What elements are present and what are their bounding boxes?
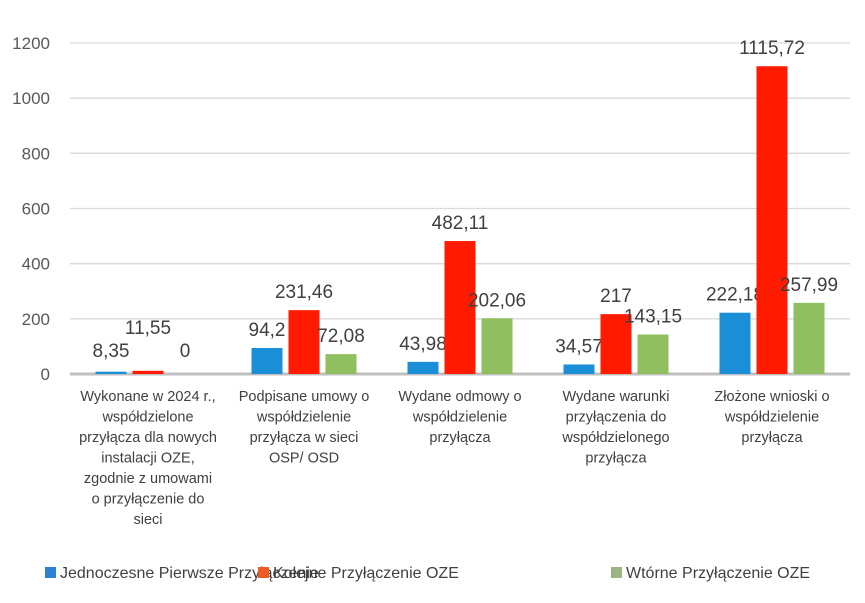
legend-label: Kolejne Przyłączenie OZE — [273, 565, 459, 582]
bar — [481, 318, 513, 374]
category-label: współdzielone — [101, 410, 193, 426]
y-tick-label: 0 — [41, 365, 50, 384]
data-label: 217 — [600, 286, 632, 307]
category-label: przyłącza — [585, 451, 647, 467]
data-label: 1115,72 — [739, 38, 805, 59]
bar — [637, 334, 669, 374]
category-label: Złożone wnioski o — [714, 389, 829, 405]
data-label: 143,15 — [624, 307, 682, 328]
y-tick-label: 1000 — [12, 89, 50, 108]
legend-label: Wtórne Przyłączenie OZE — [626, 565, 810, 582]
data-label: 231,46 — [275, 282, 333, 303]
bar — [756, 66, 788, 375]
bar — [444, 241, 476, 374]
y-tick-label: 200 — [22, 310, 50, 329]
data-label: 8,35 — [93, 341, 130, 362]
bar — [325, 354, 357, 374]
legend-swatch — [45, 567, 56, 578]
category-label: sieci — [133, 512, 162, 528]
category-label: Wydane odmowy o — [398, 389, 521, 405]
category-label: przyłącza dla nowych — [79, 430, 217, 446]
category-label: przyłączenia do — [566, 410, 667, 426]
data-label: 11,55 — [125, 318, 171, 339]
bar — [793, 302, 825, 374]
category-label: współdzielenie — [412, 410, 507, 426]
data-label: 34,57 — [555, 336, 603, 357]
category-label: przyłącza — [429, 430, 491, 446]
category-label: Podpisane umowy o — [239, 389, 370, 405]
y-tick-label: 600 — [22, 200, 50, 219]
category-label: współdzielonego — [561, 430, 669, 446]
bar — [132, 370, 164, 374]
data-label: 0 — [180, 341, 191, 362]
y-tick-label: 800 — [22, 144, 50, 163]
category-label: współdzielenie — [724, 410, 819, 426]
data-label: 482,11 — [432, 213, 489, 234]
legend-swatch — [611, 567, 622, 578]
data-label: 43,98 — [399, 334, 447, 355]
bar — [563, 364, 595, 374]
data-label: 94,2 — [249, 320, 286, 341]
category-label: przyłącza w sieci — [250, 430, 359, 446]
category-label: instalacji OZE, — [101, 451, 194, 467]
category-label: Wydane warunki — [562, 389, 669, 405]
category-label: przyłącza — [741, 430, 803, 446]
category-label: Wykonane w 2024 r., — [80, 389, 215, 405]
legend-swatch — [258, 567, 269, 578]
data-label: 202,06 — [468, 290, 526, 311]
data-label: 222,18 — [706, 285, 764, 306]
category-label: OSP/ OSD — [269, 451, 339, 467]
bar — [288, 310, 320, 374]
bar — [719, 312, 751, 374]
y-tick-label: 400 — [22, 255, 50, 274]
bar — [95, 371, 127, 374]
legend-label: Jednoczesne Pierwsze Przyłączenie — [60, 565, 319, 582]
bar — [600, 314, 632, 374]
bar — [251, 348, 283, 374]
category-label: zgodnie z umowami — [84, 471, 212, 487]
category-label: współdzielenie — [256, 410, 351, 426]
data-label: 257,99 — [780, 275, 838, 296]
data-label: 72,08 — [317, 326, 365, 347]
y-tick-label: 1200 — [12, 34, 50, 53]
category-label: o przyłączenie do — [92, 492, 205, 508]
bar — [407, 361, 439, 374]
